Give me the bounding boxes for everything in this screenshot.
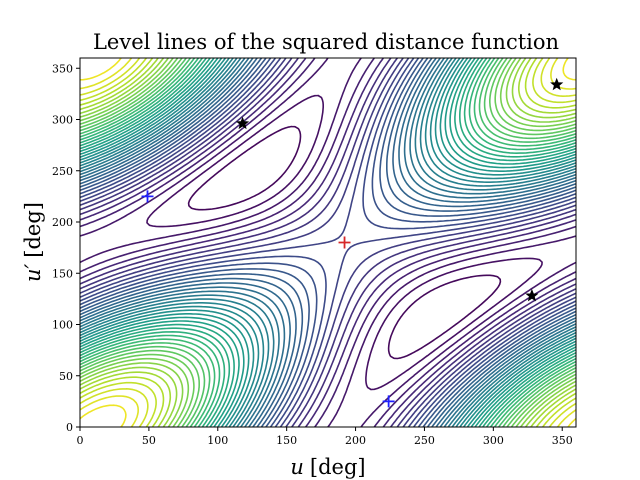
y-tick-label: 250: [52, 165, 73, 178]
x-axis-ticks: 0 50 100 150 200 250 300 350: [77, 427, 573, 447]
contour-level: [80, 58, 576, 427]
contour-level: [80, 58, 576, 427]
x-tick-label: 150: [276, 434, 297, 447]
contour-level: [80, 58, 576, 427]
y-tick-label: 100: [52, 319, 73, 332]
contour-level: [80, 58, 576, 427]
contour-level: [80, 58, 576, 427]
contour-level: [80, 58, 576, 427]
x-tick-label: 50: [142, 434, 156, 447]
contour-level: [80, 58, 576, 427]
contour-level: [80, 58, 576, 427]
x-tick-label: 100: [207, 434, 228, 447]
contour-level: [80, 58, 576, 427]
contour-level: [80, 58, 576, 427]
contour-level: [80, 58, 576, 427]
contour-level: [80, 58, 576, 427]
star-marker: [550, 77, 564, 91]
contour-level: [80, 58, 576, 427]
contour-level: [80, 58, 576, 427]
y-tick-label: 200: [52, 216, 73, 229]
contour-level: [80, 58, 576, 427]
contour-lines: [80, 58, 576, 427]
contour-level: [80, 58, 576, 427]
x-tick-label: 350: [552, 434, 573, 447]
x-axis-label: u [deg]: [290, 455, 365, 479]
contour-level: [80, 58, 576, 427]
y-tick-label: 150: [52, 267, 73, 280]
plot-frame: [79, 57, 577, 428]
maximum-plus-marker: [338, 236, 351, 249]
contour-level: [80, 58, 576, 427]
contour-level: [80, 58, 576, 427]
contour-level: [80, 58, 576, 427]
contour-level: [80, 58, 576, 427]
contour-level: [80, 58, 576, 427]
y-axis-unit: [deg]: [21, 202, 45, 258]
x-tick-label: 250: [414, 434, 435, 447]
contour-level: [187, 125, 502, 360]
x-tick-label: 200: [345, 434, 366, 447]
x-tick-label: 0: [77, 434, 84, 447]
contour-level: [80, 58, 576, 427]
contour-level: [80, 58, 576, 427]
x-tick-label: 300: [483, 434, 504, 447]
contour-level: [80, 58, 576, 427]
contour-level: [146, 94, 543, 391]
y-axis-variable: u′: [21, 263, 45, 282]
plus-marker: [382, 395, 395, 408]
y-tick-label: 300: [52, 114, 73, 127]
y-tick-label: 0: [66, 421, 73, 434]
y-axis-label: u′ [deg]: [21, 202, 45, 282]
contour-level: [80, 58, 576, 427]
markers: [141, 77, 564, 408]
star-marker: [525, 288, 539, 302]
contour-level: [80, 58, 576, 427]
contour-level: [80, 58, 576, 427]
star-marker: [236, 116, 250, 130]
x-axis-variable: u: [290, 455, 304, 479]
y-tick-label: 350: [52, 62, 73, 75]
contour-level: [80, 58, 576, 427]
y-tick-label: 50: [59, 370, 73, 383]
x-axis-unit: [deg]: [310, 455, 366, 479]
y-axis-ticks: 0 50 100 150 200 250 300 350: [52, 62, 80, 434]
chart-title: Level lines of the squared distance func…: [93, 30, 559, 54]
plus-marker: [141, 190, 154, 203]
contour-level: [80, 58, 576, 427]
contour-level: [80, 58, 576, 427]
contour-level: [80, 58, 576, 427]
